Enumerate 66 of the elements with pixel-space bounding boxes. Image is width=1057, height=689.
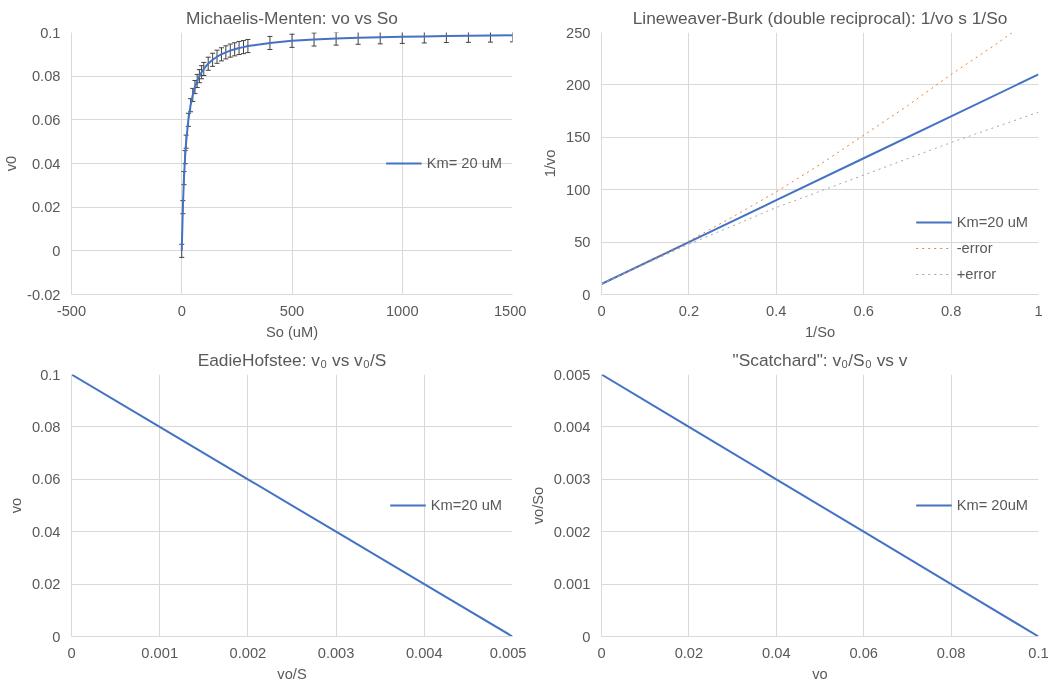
legend-label: -error <box>956 240 993 256</box>
x-tick-label: 0 <box>597 644 606 661</box>
chart-title: EadieHofstee: v₀ vs v₀/S <box>197 349 387 370</box>
y-tick-label: 0 <box>582 628 591 645</box>
x-tick-label: 0 <box>67 644 76 661</box>
chart-title: Lineweaver-Burk (double reciprocal): 1/vo s 1/So <box>632 7 1008 28</box>
x-tick-label: 0.005 <box>489 644 527 661</box>
y-tick-label: 0 <box>582 286 591 303</box>
y-tick-label: 100 <box>566 181 591 198</box>
x-tick-label: 1000 <box>385 302 419 319</box>
y-tick-label: 0.04 <box>31 155 61 172</box>
y-tick-label: 150 <box>566 129 591 146</box>
legend-label: Km=20 uM <box>956 214 1028 230</box>
chart-title: Michaelis-Menten: vo vs So <box>186 7 398 28</box>
x-tick-label: 1500 <box>493 302 527 319</box>
y-tick-label: 0.08 <box>31 68 61 85</box>
x-tick-label: 0.06 <box>849 644 878 661</box>
x-axis-title: vo/S <box>277 665 307 682</box>
y-tick-label: 0.06 <box>31 471 61 488</box>
chart-title: "Scatchard": v₀/S₀ vs v <box>732 349 908 370</box>
legend-label: Km= 20uM <box>956 497 1028 513</box>
y-tick-label: 0 <box>52 242 61 259</box>
x-tick-label: 0.6 <box>853 302 874 319</box>
x-tick-label: 0.001 <box>141 644 179 661</box>
y-axis-title: vo/So <box>529 486 546 525</box>
x-tick-label: 0.004 <box>405 644 443 661</box>
x-tick-label: 500 <box>279 302 305 319</box>
x-tick-label: 0.04 <box>762 644 791 661</box>
x-tick-label: 0.1 <box>1028 644 1049 661</box>
legend-label: Km= 20 uM <box>426 155 502 171</box>
y-tick-label: 0.04 <box>31 523 61 540</box>
legend-label: Km=20 uM <box>430 497 502 513</box>
y-tick-label: 0.1 <box>40 366 61 383</box>
y-tick-label: 200 <box>566 76 591 93</box>
y-tick-label: 0.001 <box>553 576 591 593</box>
y-axis-title: vo <box>7 497 24 514</box>
x-axis-title: vo <box>812 665 828 682</box>
x-tick-label: 0.002 <box>229 644 267 661</box>
x-tick-label: 0 <box>177 302 186 319</box>
x-tick-label: 0.2 <box>678 302 700 319</box>
x-axis-title: 1/So <box>804 323 836 340</box>
x-tick-label: 1 <box>1034 302 1043 319</box>
x-tick-label: 0 <box>597 302 606 319</box>
y-tick-label: 0.08 <box>31 418 61 435</box>
x-tick-label: 0.02 <box>674 644 704 661</box>
y-tick-label: 0.004 <box>553 418 591 435</box>
x-tick-label: 0.8 <box>940 302 962 319</box>
y-axis-title: 1/vo <box>542 149 559 178</box>
y-tick-label: 0.002 <box>553 523 591 540</box>
y-tick-label: 50 <box>574 234 591 251</box>
y-tick-label: 0.1 <box>40 24 61 41</box>
y-tick-label: 0.02 <box>31 576 61 593</box>
y-tick-label: 0 <box>52 628 61 645</box>
legend-label: +error <box>956 266 997 282</box>
y-tick-label: 250 <box>566 24 591 41</box>
x-tick-label: 0.003 <box>317 644 355 661</box>
x-tick-label: 0.08 <box>936 644 966 661</box>
y-tick-label: 0.02 <box>31 199 61 216</box>
y-tick-label: -0.02 <box>27 286 61 303</box>
x-tick-label: 0.4 <box>766 302 787 319</box>
y-axis-title: v0 <box>3 155 20 172</box>
x-tick-label: -500 <box>56 302 87 319</box>
y-tick-label: 0.003 <box>553 471 591 488</box>
y-tick-label: 0.06 <box>31 111 61 128</box>
x-axis-title: So (uM) <box>265 323 319 340</box>
y-tick-label: 0.005 <box>553 366 591 383</box>
